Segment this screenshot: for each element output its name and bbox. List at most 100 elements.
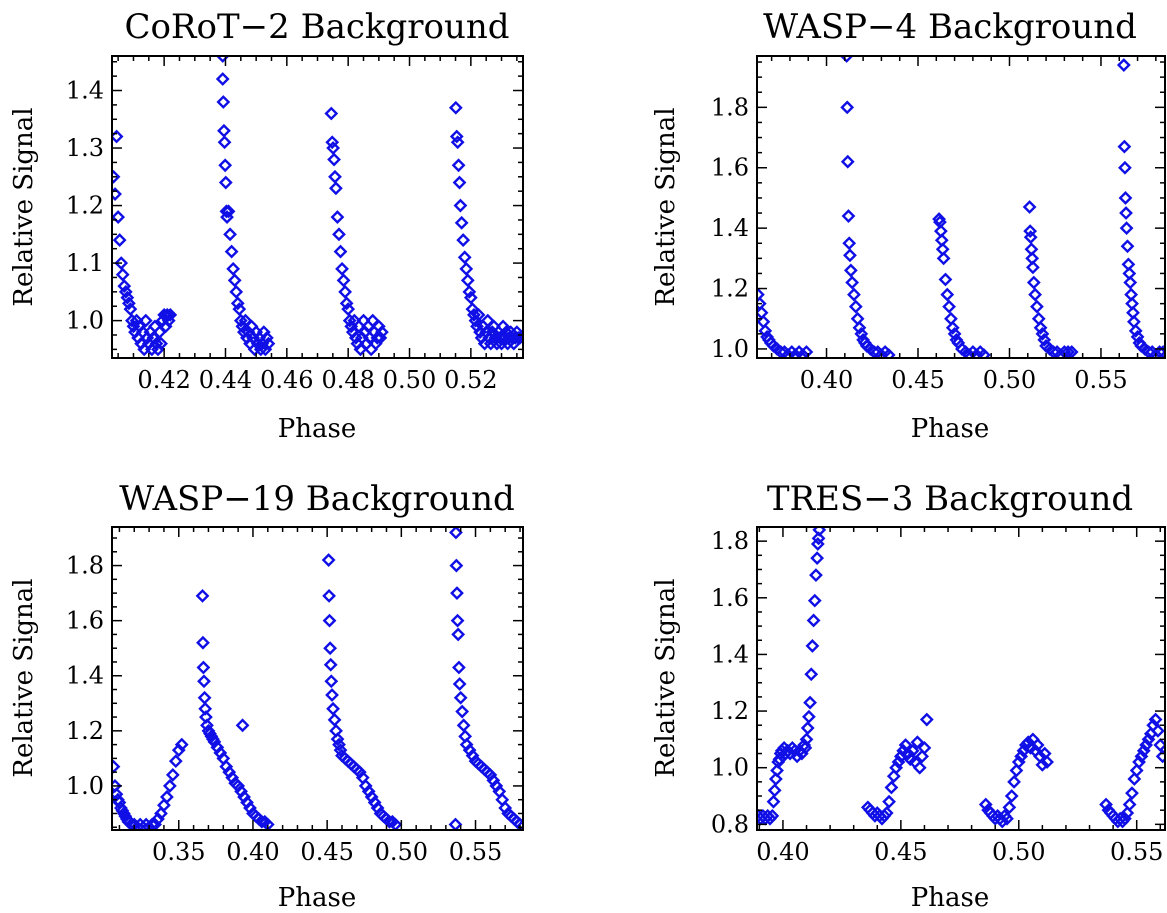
data-point bbox=[162, 779, 177, 793]
data-point bbox=[465, 748, 480, 763]
data-point bbox=[215, 72, 230, 86]
data-point bbox=[233, 313, 248, 328]
data-point bbox=[450, 613, 465, 628]
y-tick-label: 1.0 bbox=[66, 307, 104, 335]
data-point bbox=[1119, 206, 1133, 220]
data-point bbox=[801, 709, 816, 724]
data-point bbox=[225, 770, 240, 785]
x-tick-label: 0.40 bbox=[756, 838, 809, 866]
data-point bbox=[382, 814, 397, 829]
data-point bbox=[452, 677, 467, 691]
data-point bbox=[453, 690, 468, 705]
x-tick-label: 0.40 bbox=[800, 366, 853, 394]
data-point bbox=[799, 732, 814, 747]
data-point bbox=[884, 780, 899, 795]
x-tick-label: 0.44 bbox=[199, 366, 252, 394]
data-point bbox=[327, 152, 341, 167]
y-tick-label: 1.2 bbox=[711, 275, 749, 303]
data-point bbox=[449, 558, 464, 573]
data-point bbox=[222, 765, 237, 780]
data-point bbox=[237, 790, 251, 804]
data-point bbox=[1004, 789, 1019, 803]
data-point bbox=[449, 527, 463, 540]
data-point bbox=[240, 795, 254, 810]
data-point bbox=[807, 593, 822, 608]
data-point bbox=[449, 129, 464, 144]
data-point bbox=[1118, 160, 1132, 175]
data-point bbox=[1040, 755, 1054, 769]
data-point bbox=[1035, 326, 1050, 341]
data-point bbox=[451, 158, 466, 173]
data-point bbox=[901, 746, 915, 761]
y-tick-label: 1.4 bbox=[66, 662, 104, 690]
data-point bbox=[912, 760, 927, 775]
data-point bbox=[467, 307, 481, 322]
data-point bbox=[243, 801, 257, 815]
data-point bbox=[1009, 763, 1024, 778]
data-point bbox=[452, 175, 467, 190]
data-point bbox=[800, 721, 815, 735]
data-point bbox=[936, 251, 951, 266]
x-axis-label: Phase bbox=[278, 883, 356, 913]
data-point bbox=[1122, 797, 1137, 812]
data-point bbox=[217, 123, 231, 138]
data-point bbox=[1116, 58, 1131, 72]
data-point bbox=[1026, 260, 1040, 275]
data-point bbox=[947, 326, 962, 341]
data-point bbox=[486, 773, 501, 788]
x-tick-label: 0.46 bbox=[260, 366, 313, 394]
data-point bbox=[323, 657, 338, 672]
data-point bbox=[452, 660, 466, 675]
data-point bbox=[160, 790, 174, 804]
y-tick-label: 1.2 bbox=[66, 717, 104, 745]
data-point bbox=[210, 740, 225, 755]
data-point bbox=[454, 215, 469, 230]
data-point bbox=[852, 320, 867, 335]
data-point bbox=[915, 749, 929, 764]
data-point bbox=[881, 348, 896, 358]
x-tick-label: 0.55 bbox=[449, 838, 502, 866]
data-point bbox=[328, 169, 342, 184]
data-point bbox=[1023, 224, 1038, 239]
data-point bbox=[1151, 723, 1165, 738]
data-point bbox=[448, 100, 463, 115]
data-point bbox=[196, 660, 211, 675]
data-point bbox=[364, 790, 379, 804]
x-tick-label: 0.50 bbox=[992, 838, 1045, 866]
data-point bbox=[758, 323, 773, 338]
x-tick-label: 0.50 bbox=[983, 366, 1036, 394]
data-point bbox=[1129, 763, 1144, 778]
data-point bbox=[489, 779, 504, 793]
x-tick-label: 0.42 bbox=[137, 366, 190, 394]
data-point bbox=[868, 808, 882, 823]
data-point bbox=[207, 734, 222, 749]
data-point bbox=[766, 794, 781, 809]
data-point bbox=[333, 244, 348, 259]
data-point bbox=[845, 275, 860, 290]
y-tick-label: 1.4 bbox=[711, 640, 749, 668]
data-point bbox=[1030, 299, 1044, 314]
data-point bbox=[1120, 239, 1135, 254]
data-point bbox=[843, 263, 858, 278]
data-point bbox=[195, 588, 210, 603]
data-point bbox=[932, 212, 946, 226]
data-point bbox=[325, 135, 340, 150]
data-point bbox=[332, 227, 346, 242]
data-point bbox=[254, 814, 269, 829]
y-tick-label: 1.1 bbox=[66, 249, 104, 277]
data-point bbox=[804, 667, 819, 682]
data-point bbox=[1037, 332, 1052, 347]
y-tick-label: 1.8 bbox=[711, 527, 749, 555]
x-tick-label: 0.40 bbox=[226, 838, 279, 866]
data-point bbox=[230, 296, 245, 311]
data-point bbox=[218, 158, 233, 173]
data-point bbox=[339, 296, 354, 311]
data-point bbox=[142, 820, 156, 830]
data-point bbox=[1119, 221, 1134, 236]
data-point bbox=[1153, 738, 1165, 752]
data-point bbox=[168, 754, 183, 769]
data-point bbox=[112, 187, 122, 201]
data-point bbox=[942, 299, 957, 314]
y-tick-label: 1.8 bbox=[66, 552, 104, 580]
data-point bbox=[114, 256, 129, 270]
